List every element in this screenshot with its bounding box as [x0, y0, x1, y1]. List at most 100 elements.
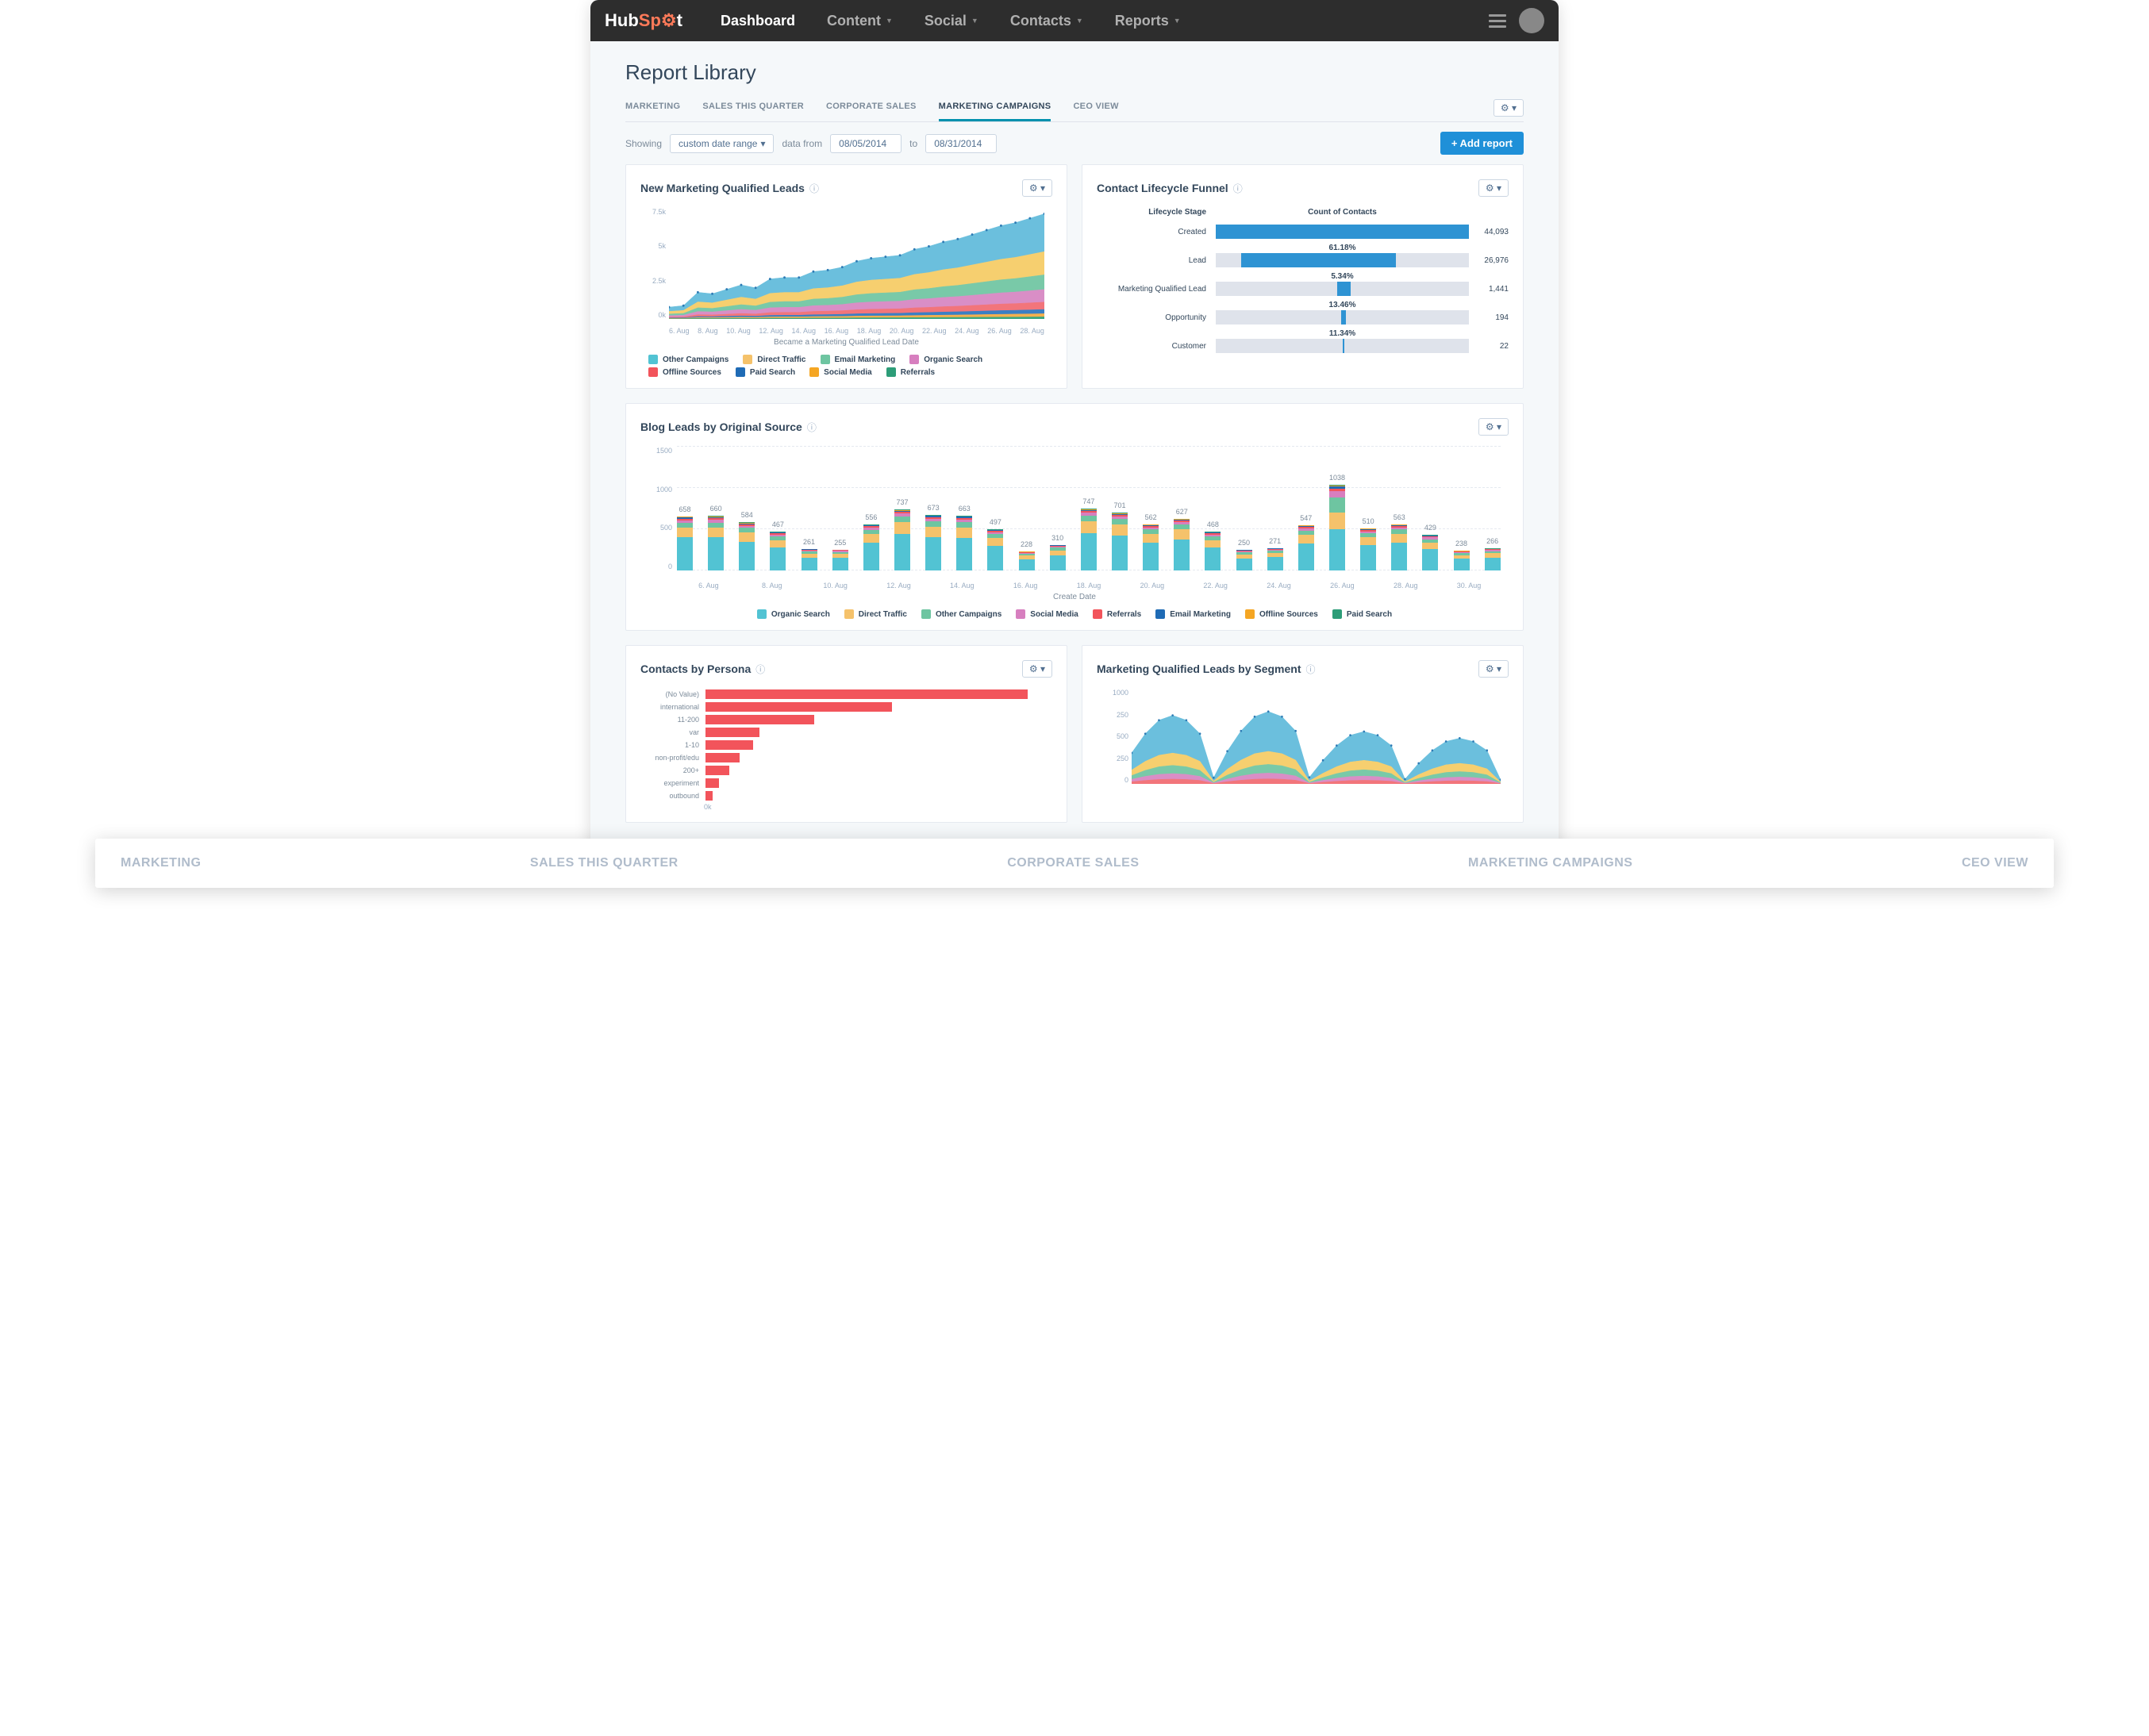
hbar-bar: [705, 753, 740, 762]
bar-segment: [1485, 558, 1501, 570]
tab-sales-this-quarter[interactable]: SALES THIS QUARTER: [702, 102, 804, 120]
date-range-select[interactable]: custom date range ▾: [670, 134, 774, 153]
y-tick: 0: [648, 563, 672, 570]
avatar[interactable]: [1519, 8, 1544, 33]
hbar-label: 11-200: [648, 716, 705, 724]
bar-total-label: 562: [1145, 513, 1157, 521]
hbar-label: 200+: [648, 766, 705, 774]
bar-segment: [1019, 559, 1035, 570]
x-tick: 12. Aug: [759, 327, 783, 335]
info-icon[interactable]: ⓘ: [807, 421, 817, 434]
bar-segment: [1112, 519, 1128, 524]
tab-marketing[interactable]: MARKETING: [625, 102, 680, 120]
bar-segment: [1329, 529, 1345, 570]
bottom-tab-marketing[interactable]: MARKETING: [121, 856, 201, 870]
bar-total-label: 429: [1424, 524, 1436, 532]
nav-item-contacts[interactable]: Contacts▼: [994, 13, 1099, 29]
bar-total-label: 468: [1207, 520, 1219, 528]
nav-item-dashboard[interactable]: Dashboard: [705, 13, 811, 29]
bar-column: 266: [1485, 548, 1501, 570]
x-tick: 10. Aug: [726, 327, 751, 335]
legend-item[interactable]: Offline Sources: [1245, 609, 1318, 619]
legend-item[interactable]: Paid Search: [1332, 609, 1392, 619]
funnel-pct: 13.46%: [1329, 301, 1356, 309]
tab-marketing-campaigns[interactable]: MARKETING CAMPAIGNS: [939, 102, 1051, 121]
caret-down-icon: ▾: [760, 138, 765, 149]
legend-item[interactable]: Referrals: [1093, 609, 1141, 619]
legend-item[interactable]: Email Marketing: [821, 355, 896, 364]
funnel-track: 61.18%: [1216, 253, 1469, 267]
tabs-settings-button[interactable]: ⚙ ▾: [1494, 99, 1524, 117]
nav-item-content[interactable]: Content▼: [811, 13, 909, 29]
tab-ceo-view[interactable]: CEO VIEW: [1073, 102, 1118, 120]
legend-item[interactable]: Organic Search: [757, 609, 830, 619]
legend-item[interactable]: Offline Sources: [648, 367, 721, 377]
panel-settings-button[interactable]: ⚙ ▾: [1478, 660, 1509, 678]
bar-segment: [708, 537, 724, 570]
x-tick: 6. Aug: [677, 582, 740, 590]
funnel-pct: 61.18%: [1329, 244, 1356, 252]
legend-item[interactable]: Other Campaigns: [921, 609, 1001, 619]
bar-segment: [708, 528, 724, 537]
bottom-tab-ceo-view[interactable]: CEO VIEW: [1962, 856, 2028, 870]
hbar-bar: [705, 715, 814, 724]
funnel-header-count: Count of Contacts: [1216, 208, 1469, 217]
bar-segment: [1112, 536, 1128, 570]
info-icon[interactable]: ⓘ: [1233, 182, 1243, 195]
showing-label: Showing: [625, 138, 662, 149]
bar-total-label: 627: [1176, 508, 1188, 516]
panel-settings-button[interactable]: ⚙ ▾: [1478, 418, 1509, 436]
bar-column: 701: [1112, 513, 1128, 570]
bar-column: 584: [739, 522, 755, 570]
legend-item[interactable]: Social Media: [1016, 609, 1078, 619]
hbar-row: 200+: [648, 765, 1044, 776]
y-tick: 0: [1105, 776, 1128, 784]
bar-segment: [1454, 559, 1470, 570]
bottom-tab-corporate-sales[interactable]: CORPORATE SALES: [1007, 856, 1139, 870]
info-icon[interactable]: ⓘ: [1306, 663, 1316, 676]
bar-total-label: 255: [834, 539, 846, 547]
bar-column: 261: [802, 549, 817, 570]
legend-item[interactable]: Direct Traffic: [743, 355, 805, 364]
x-tick: 14. Aug: [792, 327, 817, 335]
x-tick: 26. Aug: [987, 327, 1012, 335]
funnel-count: 22: [1469, 342, 1509, 351]
legend-item[interactable]: Social Media: [809, 367, 872, 377]
legend-item[interactable]: Paid Search: [736, 367, 795, 377]
panel-settings-button[interactable]: ⚙ ▾: [1478, 179, 1509, 197]
legend-item[interactable]: Referrals: [886, 367, 935, 377]
x-tick: 18. Aug: [857, 327, 882, 335]
stacked-bar-chart: 150010005000 658660584467261255556737673…: [648, 447, 1501, 590]
x-tick: 24. Aug: [955, 327, 979, 335]
bottom-tab-sales-this-quarter[interactable]: SALES THIS QUARTER: [530, 856, 679, 870]
bottom-tab-marketing-campaigns[interactable]: MARKETING CAMPAIGNS: [1468, 856, 1632, 870]
info-icon[interactable]: ⓘ: [755, 663, 765, 676]
bar-segment: [894, 534, 910, 570]
panel-settings-button[interactable]: ⚙ ▾: [1022, 179, 1052, 197]
legend-item[interactable]: Other Campaigns: [648, 355, 729, 364]
funnel-stage-label: Opportunity: [1097, 313, 1216, 322]
logo[interactable]: HubSp⚙t: [605, 10, 682, 31]
legend-item[interactable]: Email Marketing: [1155, 609, 1231, 619]
x-tick: 20. Aug: [890, 327, 914, 335]
hamburger-icon[interactable]: [1489, 14, 1506, 28]
date-start-input[interactable]: [830, 134, 902, 153]
x-tick: 14. Aug: [930, 582, 994, 590]
add-report-button[interactable]: + Add report: [1440, 132, 1524, 155]
hbar-bar: [705, 740, 753, 750]
hbar-bar: [705, 791, 713, 801]
tab-corporate-sales[interactable]: CORPORATE SALES: [826, 102, 917, 120]
info-icon[interactable]: ⓘ: [809, 182, 819, 195]
panel-settings-button[interactable]: ⚙ ▾: [1022, 660, 1052, 678]
nav-item-social[interactable]: Social▼: [909, 13, 994, 29]
y-tick: 1000: [1105, 689, 1128, 697]
legend-item[interactable]: Direct Traffic: [844, 609, 907, 619]
date-end-input[interactable]: [925, 134, 997, 153]
x-tick: 8. Aug: [698, 327, 718, 335]
nav-item-reports[interactable]: Reports▼: [1099, 13, 1197, 29]
funnel-count: 1,441: [1469, 285, 1509, 294]
x-tick: 22. Aug: [922, 327, 947, 335]
legend-item[interactable]: Organic Search: [909, 355, 982, 364]
y-tick: 2.5k: [644, 277, 666, 285]
x-tick: 6. Aug: [669, 327, 690, 335]
